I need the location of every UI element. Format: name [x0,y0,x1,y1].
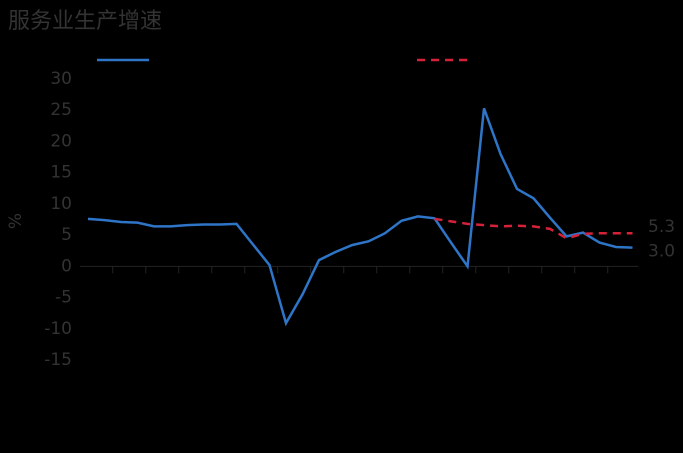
series-line [434,217,633,240]
y-tick-label: 5 [61,225,72,245]
value-label: 5.3 [648,217,675,237]
y-tick-label: 0 [61,256,72,276]
y-tick-label: 15 [50,163,72,183]
y-tick-label: -5 [55,288,72,308]
value-label: 3.0 [648,242,675,262]
y-axis-label: % [6,213,26,229]
y-tick-label: 30 [50,69,72,89]
y-tick-label: 25 [50,100,72,120]
y-tick-label: -15 [44,350,72,370]
series-line [87,107,633,327]
chart-title: 服务业生产增速 [8,9,162,34]
y-tick-label: 10 [50,194,72,214]
y-tick-label: -10 [44,319,72,339]
y-tick-label: 20 [50,131,72,151]
